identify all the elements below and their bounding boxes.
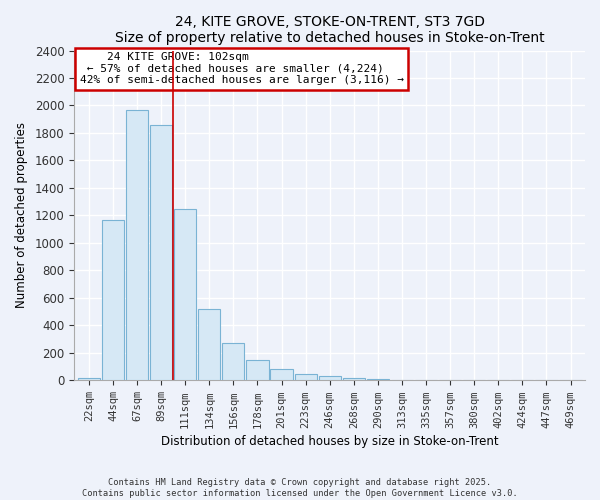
Bar — [174, 208, 196, 380]
Bar — [102, 220, 124, 380]
Bar — [367, 379, 389, 380]
Text: Contains HM Land Registry data © Crown copyright and database right 2025.
Contai: Contains HM Land Registry data © Crown c… — [82, 478, 518, 498]
Bar — [150, 124, 172, 380]
Bar — [247, 360, 269, 380]
Bar — [319, 376, 341, 380]
Title: 24, KITE GROVE, STOKE-ON-TRENT, ST3 7GD
Size of property relative to detached ho: 24, KITE GROVE, STOKE-ON-TRENT, ST3 7GD … — [115, 15, 545, 45]
X-axis label: Distribution of detached houses by size in Stoke-on-Trent: Distribution of detached houses by size … — [161, 434, 499, 448]
Bar — [271, 368, 293, 380]
Text: 24 KITE GROVE: 102sqm
 ← 57% of detached houses are smaller (4,224)
42% of semi-: 24 KITE GROVE: 102sqm ← 57% of detached … — [80, 52, 404, 86]
Bar — [126, 110, 148, 380]
Y-axis label: Number of detached properties: Number of detached properties — [15, 122, 28, 308]
Bar — [198, 309, 220, 380]
Bar — [343, 378, 365, 380]
Bar — [222, 342, 244, 380]
Bar — [295, 374, 317, 380]
Bar — [78, 378, 100, 380]
